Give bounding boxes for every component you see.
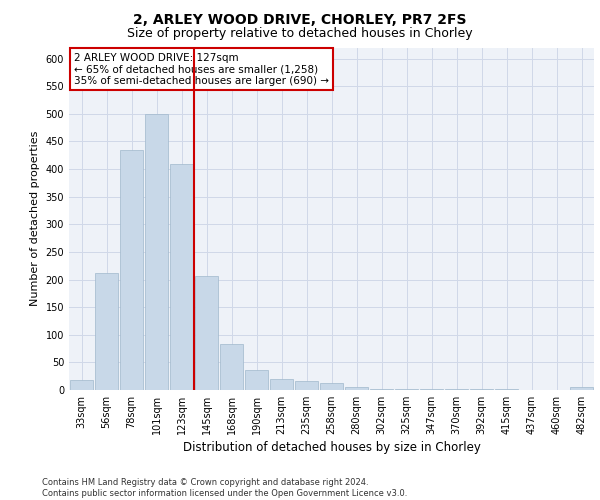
Y-axis label: Number of detached properties: Number of detached properties xyxy=(30,131,40,306)
Bar xyxy=(120,150,143,390)
Bar xyxy=(320,384,343,390)
Bar xyxy=(270,379,293,390)
Bar xyxy=(70,380,93,390)
Bar xyxy=(245,370,268,390)
Text: 2, ARLEY WOOD DRIVE, CHORLEY, PR7 2FS: 2, ARLEY WOOD DRIVE, CHORLEY, PR7 2FS xyxy=(133,12,467,26)
Text: Size of property relative to detached houses in Chorley: Size of property relative to detached ho… xyxy=(127,28,473,40)
Bar xyxy=(220,344,243,390)
Bar xyxy=(170,164,193,390)
Bar xyxy=(195,276,218,390)
Text: 2 ARLEY WOOD DRIVE: 127sqm
← 65% of detached houses are smaller (1,258)
35% of s: 2 ARLEY WOOD DRIVE: 127sqm ← 65% of deta… xyxy=(74,52,329,86)
Bar xyxy=(295,381,318,390)
Bar xyxy=(95,274,118,390)
Text: Contains HM Land Registry data © Crown copyright and database right 2024.
Contai: Contains HM Land Registry data © Crown c… xyxy=(42,478,407,498)
Bar xyxy=(570,387,593,390)
X-axis label: Distribution of detached houses by size in Chorley: Distribution of detached houses by size … xyxy=(182,441,481,454)
Bar xyxy=(345,386,368,390)
Bar xyxy=(145,114,168,390)
